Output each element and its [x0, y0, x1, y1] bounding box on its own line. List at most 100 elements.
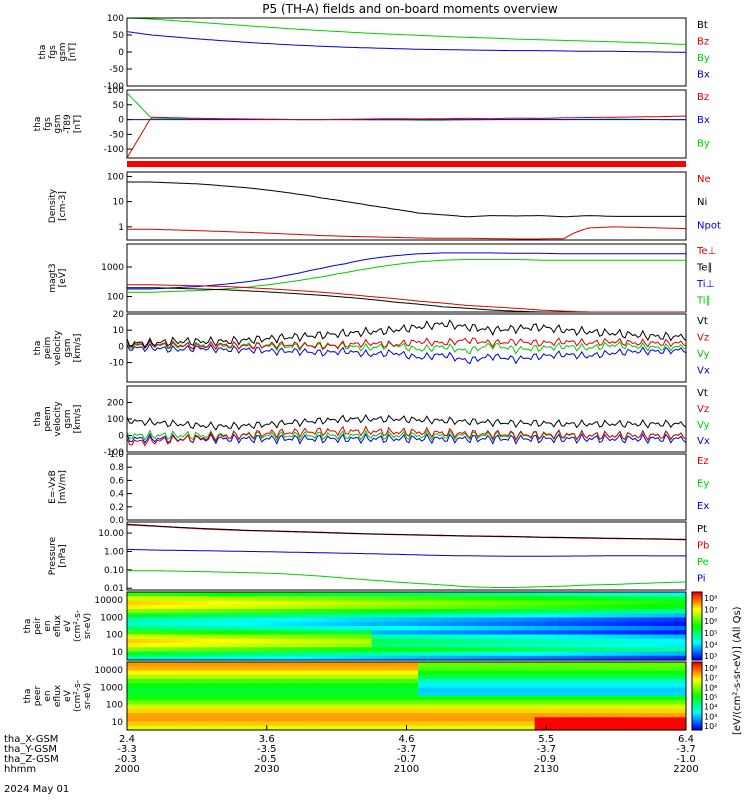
heatmap-cell-p10 — [499, 725, 512, 731]
heatmap-cell-p9 — [406, 592, 419, 597]
heatmap-cell-p10 — [348, 700, 361, 706]
heatmap-cell-p10 — [301, 721, 314, 727]
heatmap-cell-p9 — [325, 634, 338, 640]
heatmap-cell-p10 — [290, 717, 303, 723]
heatmap-cell-p10 — [476, 721, 489, 727]
cbar-tick-p10-6: 10² — [704, 722, 717, 731]
colorbar-cell-p10 — [692, 671, 702, 674]
heatmap-cell-p10 — [651, 704, 664, 710]
heatmap-cell-p10 — [441, 708, 454, 714]
colorbar-cell-p10 — [692, 718, 702, 722]
heatmap-cell-p9 — [546, 643, 559, 648]
heatmap-cell-p9 — [301, 613, 314, 619]
xaxis-row-label-1: tha_Y-GSM — [4, 744, 57, 755]
heatmap-cell-p10 — [394, 708, 407, 714]
heatmap-cell-p9 — [429, 626, 442, 631]
heatmap-cell-p9 — [394, 592, 407, 597]
heatmap-cell-p10 — [488, 666, 501, 672]
series-p8-Pi — [127, 548, 686, 557]
series-p1-By — [127, 18, 686, 45]
heatmap-cell-p9 — [627, 617, 640, 623]
series-p5-Vt — [127, 319, 686, 349]
ytick-p2-4: -100 — [104, 145, 125, 155]
heatmap-cell-p10 — [651, 725, 664, 731]
heatmap-cell-p9 — [418, 647, 431, 653]
heatmap-cell-p10 — [150, 679, 163, 684]
heatmap-cell-p9 — [185, 617, 198, 623]
heatmap-cell-p10 — [616, 666, 629, 672]
heatmap-cell-p9 — [639, 617, 652, 623]
heatmap-cell-p9 — [418, 626, 431, 631]
heatmap-cell-p10 — [161, 670, 174, 676]
heatmap-cell-p9 — [546, 638, 559, 644]
heatmap-cell-p9 — [220, 609, 233, 614]
xaxis-value-3-3: 2130 — [534, 764, 559, 775]
heatmap-cell-p10 — [569, 721, 582, 727]
heatmap-cell-p10 — [464, 683, 477, 689]
heatmap-cell-p10 — [383, 674, 396, 680]
heatmap-cell-p9 — [371, 592, 384, 597]
heatmap-cell-p10 — [185, 662, 198, 667]
heatmap-cell-p10 — [546, 717, 559, 723]
heatmap-cell-p10 — [674, 662, 687, 667]
heatmap-cell-p10 — [523, 717, 536, 723]
heatmap-cell-p9 — [418, 617, 431, 623]
colorbar-cell-p9 — [692, 628, 702, 632]
heatmap-cell-p10 — [627, 704, 640, 710]
colorbar-cell-p10 — [692, 686, 702, 690]
heatmap-cell-p9 — [523, 638, 536, 644]
heatmap-cell-p9 — [161, 604, 174, 610]
heatmap-cell-p10 — [674, 713, 687, 718]
heatmap-cell-p9 — [569, 621, 582, 627]
heatmap-cell-p10 — [662, 670, 675, 676]
heatmap-cell-p10 — [476, 713, 489, 718]
cbar-tick-p9-3: 10⁵ — [704, 629, 717, 638]
heatmap-cell-p10 — [534, 713, 547, 718]
heatmap-cell-p10 — [231, 725, 244, 731]
colorbar-cell-p10 — [692, 664, 702, 668]
heatmap-cell-p10 — [231, 666, 244, 672]
heatmap-cell-p9 — [266, 651, 279, 657]
heatmap-cell-p9 — [627, 634, 640, 640]
heatmap-cell-p10 — [173, 691, 186, 697]
heatmap-cell-p9 — [476, 655, 489, 661]
ylabel-p2-2: gsm — [53, 114, 63, 133]
heatmap-cell-p9 — [581, 647, 594, 653]
heatmap-cell-p10 — [278, 674, 291, 680]
heatmap-cell-p9 — [150, 626, 163, 631]
heatmap-cell-p10 — [662, 696, 675, 701]
heatmap-cell-p9 — [138, 613, 151, 619]
heatmap-cell-p9 — [336, 596, 349, 602]
heatmap-cell-p9 — [313, 604, 326, 610]
heatmap-cell-p10 — [127, 666, 140, 672]
heatmap-cell-p9 — [394, 626, 407, 631]
colorbar-cell-p10 — [692, 691, 702, 695]
heatmap-cell-p10 — [266, 704, 279, 710]
heatmap-cell-p9 — [511, 613, 524, 619]
heatmap-cell-p9 — [383, 638, 396, 644]
heatmap-cell-p10 — [336, 670, 349, 676]
heatmap-cell-p10 — [592, 691, 605, 697]
heatmap-cell-p10 — [301, 713, 314, 718]
heatmap-cell-p10 — [581, 687, 594, 693]
heatmap-cell-p9 — [185, 651, 198, 657]
colorbar-cell-p10 — [692, 684, 702, 688]
heatmap-cell-p9 — [208, 626, 221, 631]
heatmap-cell-p10 — [616, 717, 629, 723]
heatmap-cell-p10 — [557, 708, 570, 714]
heatmap-cell-p10 — [651, 666, 664, 672]
heatmap-cell-p9 — [453, 638, 466, 644]
heatmap-cell-p9 — [173, 613, 186, 619]
ytick-p10-1: 1000 — [100, 683, 123, 693]
heatmap-cell-p9 — [499, 630, 512, 636]
heatmap-cell-p9 — [581, 592, 594, 597]
heatmap-cell-p10 — [138, 713, 151, 718]
heatmap-cell-p9 — [336, 617, 349, 623]
heatmap-cell-p9 — [523, 634, 536, 640]
heatmap-cell-p10 — [255, 725, 268, 731]
heatmap-cell-p9 — [464, 600, 477, 606]
heatmap-cell-p9 — [453, 655, 466, 661]
heatmap-cell-p10 — [150, 704, 163, 710]
xaxis-value-3-0: 2000 — [114, 764, 139, 775]
heatmap-cell-p10 — [313, 683, 326, 689]
